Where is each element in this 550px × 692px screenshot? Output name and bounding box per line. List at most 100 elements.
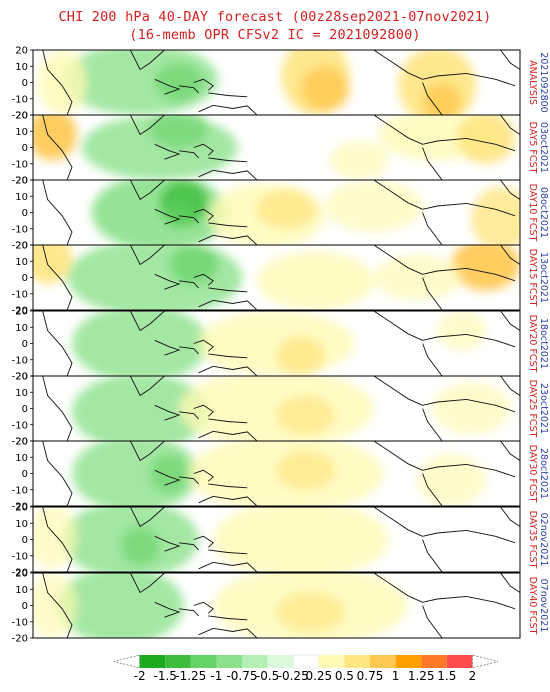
- latitude-tick-label: 10: [15, 519, 28, 530]
- anomaly-region: [373, 254, 462, 301]
- anomaly-region: [149, 115, 209, 148]
- latitude-tick-label: 0: [22, 601, 28, 612]
- colorbar-tick-label: 1.5: [437, 669, 456, 683]
- colorbar-tick-label: -0.75: [226, 669, 257, 683]
- latitude-tick-label: 10: [15, 62, 28, 73]
- coastline: [42, 311, 520, 376]
- colorbar-tick-label: -1.25: [175, 669, 206, 683]
- latitude-tick-label: 0: [22, 273, 28, 284]
- coastline: [42, 507, 520, 572]
- colorbar-swatch: [472, 654, 499, 669]
- forecast-panel: 20 10 0 -10 -20 DAY30 FCST 28oct2021: [12, 437, 549, 513]
- anomaly-region: [471, 186, 520, 245]
- colorbar-swatch: [113, 654, 140, 669]
- panel-label-lead: DAY20 FCST: [527, 315, 538, 373]
- anomaly-region: [276, 395, 335, 435]
- forecast-panel: 20 10 0 -10 -20 DAY20 FCST 18oct2021: [12, 307, 549, 383]
- anomaly-region: [417, 454, 486, 506]
- anomaly-region: [456, 115, 516, 164]
- latitude-tick-label: 20: [15, 307, 28, 318]
- colorbar: -2 -1.5-1.25 -1 -0.75-0.5-0.250.25 0.5 0.75 1 1…: [113, 654, 499, 683]
- panel-label-date: 2021092800: [538, 52, 549, 112]
- latitude-tick-label: 20: [15, 372, 28, 383]
- forecast-panel: 20 10 0 -10 -20 DAY10 FCST 08oct2021: [12, 176, 549, 252]
- colorbar-swatch: [165, 655, 191, 668]
- coastline: [42, 180, 520, 245]
- latitude-tick-label: 10: [15, 585, 28, 596]
- latitude-tick-label: -20: [12, 176, 28, 187]
- anomaly-region: [325, 180, 423, 232]
- anomaly-region: [213, 507, 389, 572]
- anomaly-region: [257, 189, 316, 229]
- panel-label-date: 13oct2021: [538, 252, 549, 303]
- latitude-tick-label: -10: [12, 355, 28, 366]
- colorbar-swatch: [370, 655, 396, 668]
- coastline: [42, 115, 520, 180]
- colorbar-tick-label: 1: [392, 669, 400, 683]
- latitude-tick-label: -10: [12, 159, 28, 170]
- latitude-tick-label: -20: [12, 568, 28, 579]
- anomaly-region: [276, 337, 326, 376]
- forecast-panel: 20 10 0 -10 -20 DAY5 FCST 03oct2021: [12, 111, 549, 187]
- panel-label-date: 02nov2021: [538, 513, 549, 567]
- anomaly-region: [422, 82, 462, 115]
- latitude-tick-label: -20: [12, 437, 28, 448]
- panel-label-lead: DAY15 FCST: [527, 249, 538, 307]
- map-title-line2: (16-memb OPR CFSv2 IC = 2021092800): [129, 27, 421, 43]
- colorbar-swatch: [267, 655, 294, 668]
- latitude-tick-label: 20: [15, 569, 28, 580]
- anomaly-region: [71, 311, 209, 376]
- colorbar-tick-label: -1.5: [153, 669, 176, 683]
- panel-label-date: 07nov2021: [538, 579, 549, 633]
- latitude-tick-label: 0: [22, 469, 28, 480]
- anomaly-region: [33, 573, 77, 638]
- coastline: [42, 376, 520, 441]
- coastline: [42, 441, 520, 506]
- anomaly-region: [149, 454, 189, 493]
- colorbar-swatch: [344, 655, 370, 668]
- anomaly-region: [276, 592, 345, 632]
- latitude-tick-label: -20: [12, 634, 28, 645]
- latitude-tick-label: 0: [22, 535, 28, 546]
- latitude-tick-label: 10: [15, 453, 28, 464]
- colorbar-swatch: [216, 655, 242, 668]
- forecast-panel: 20 10 0 -10 -20 DAY35 FCST 02nov2021: [12, 503, 549, 579]
- coastline: [42, 573, 520, 638]
- colorbar-tick-label: 2: [469, 669, 477, 683]
- anomaly-region: [120, 526, 160, 566]
- colorbar-swatch: [395, 655, 422, 668]
- panel-label-date: 28oct2021: [538, 448, 549, 499]
- latitude-tick-label: 10: [15, 257, 28, 268]
- anomaly-region: [257, 251, 374, 310]
- panel-label-lead: DAY10 FCST: [527, 184, 538, 242]
- anomaly-region: [154, 63, 204, 102]
- panel-label-lead: DAY5 FCST: [527, 122, 538, 174]
- anomaly-region: [91, 180, 228, 245]
- colorbar-swatch: [318, 655, 345, 668]
- latitude-tick-label: 0: [22, 339, 28, 350]
- latitude-tick-label: 20: [15, 503, 28, 514]
- anomaly-region: [198, 311, 355, 376]
- latitude-tick-label: 20: [15, 111, 28, 122]
- forecast-panel: 20 10 0 -10 -20 DAY25 FCST 23oct2021: [12, 372, 549, 448]
- forecast-panel: 20 10 0 -10 -20 DAY40 FCST 07nov2021: [12, 569, 549, 645]
- map-title-line1: CHI 200 hPa 40-DAY forecast (00z28sep202…: [58, 9, 492, 25]
- latitude-tick-label: -10: [12, 485, 28, 496]
- anomaly-region: [451, 245, 520, 291]
- colorbar-tick-label: 0.75: [357, 669, 384, 683]
- panel-label-lead: DAY35 FCST: [527, 511, 538, 569]
- latitude-tick-label: -20: [12, 372, 28, 383]
- anomaly-region: [437, 311, 486, 350]
- anomaly-region: [276, 450, 335, 490]
- panel-label-date: 03oct2021: [538, 122, 549, 173]
- colorbar-tick-label: -1: [210, 669, 222, 683]
- anomaly-region: [164, 202, 194, 229]
- colorbar-tick-label: -0.5: [256, 669, 279, 683]
- panel-label-lead: ANALYSIS: [527, 60, 538, 105]
- latitude-tick-label: -10: [12, 617, 28, 628]
- anomaly-region: [33, 115, 77, 161]
- latitude-tick-label: 0: [22, 208, 28, 219]
- colorbar-tick-label: 0.5: [335, 669, 354, 683]
- panel-label-date: 18oct2021: [538, 318, 549, 369]
- anomaly-region: [330, 141, 389, 180]
